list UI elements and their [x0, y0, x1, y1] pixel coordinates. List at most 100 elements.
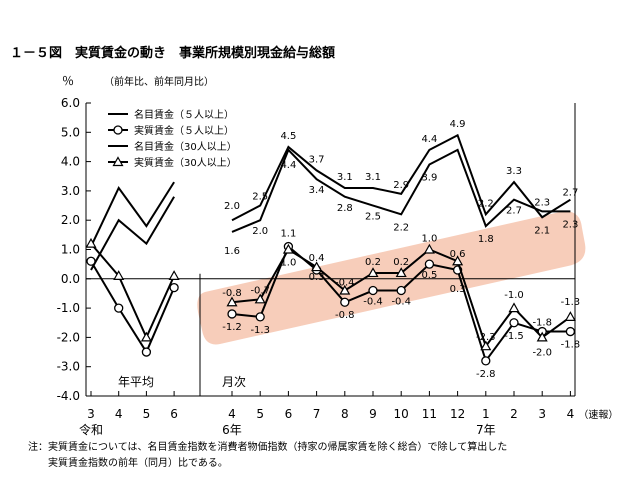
data-point-circle [227, 309, 237, 319]
data-point-circle [141, 347, 152, 357]
x-tick-label-annual: 6 [170, 407, 178, 421]
series-line-annual [90, 242, 176, 340]
x-tick-label-annual: 5 [143, 407, 151, 421]
data-label: 2.7 [562, 188, 578, 199]
data-point-triangle [452, 255, 464, 266]
data-point-circle [255, 312, 265, 322]
data-point-triangle [423, 243, 435, 254]
y-subtitle: （前年比、前年同月比） [104, 75, 214, 88]
data-label: 1.1 [280, 229, 296, 240]
data-label: 2.1 [534, 225, 550, 236]
data-point-triangle [395, 267, 407, 278]
data-point-triangle [536, 331, 548, 342]
x-tick-label-month: 12 [450, 407, 465, 421]
monthly-label: 月次 [222, 375, 246, 389]
data-label: 1.8 [478, 234, 494, 245]
data-label: 2.8 [337, 203, 353, 214]
data-label: 4.4 [280, 160, 296, 171]
series-4 [85, 237, 576, 351]
x-tick-label-month: 8 [341, 407, 349, 421]
data-label: -1.0 [504, 290, 524, 301]
x-tick-label-month: 1 [482, 407, 490, 421]
x-tick-label-month: 4 [228, 407, 236, 421]
data-label: -1.8 [532, 318, 552, 329]
data-label: 1.0 [421, 234, 437, 245]
note-line-1: 注：実質賃金については、名目賃金指数を消費者物価指数（持家の帰属家賃を除く総合）… [28, 440, 507, 453]
annual-average-label: 年平均 [118, 375, 154, 389]
data-label: 3.1 [365, 172, 381, 183]
x-preliminary-label: （速報） [578, 409, 618, 421]
legend: 名目賃金（５人以上） 実質賃金（５人以上） 名目賃金（30人以上） 実質賃金（30人以… [108, 108, 237, 169]
data-label: 3.3 [506, 166, 522, 177]
data-label: 0.2 [393, 257, 409, 268]
chart-title: １－５図 実質賃金の動き 事業所規模別現金給与総額 [10, 45, 335, 61]
y-tick-label: 1.0 [61, 243, 80, 257]
data-label: -2.3 [476, 332, 496, 343]
data-point-triangle [367, 267, 379, 278]
series-1 [90, 133, 571, 271]
x-tick-label-annual: 4 [115, 407, 123, 421]
data-label-layer: 2.0 1.6 2.5 2.0 4.5 4.4 3.7 3.4 3.1 2.8 3.1 2.5 2.9 2… [222, 119, 580, 380]
note-line-2: 実質賃金指数の前年（同月）比である。 [28, 456, 228, 469]
data-point-triangle [480, 340, 492, 351]
y-tick-label: 6.0 [61, 96, 80, 110]
data-point-circle [169, 282, 179, 293]
data-point-circle [481, 356, 491, 366]
data-label: 1.6 [224, 246, 240, 257]
data-point-triangle [140, 331, 152, 342]
data-label: 0.5 [421, 270, 437, 281]
series-layer [85, 133, 576, 366]
data-point-circle [368, 285, 378, 296]
data-point-triangle [112, 156, 124, 167]
data-label: 2.7 [506, 206, 522, 217]
data-point-triangle [254, 293, 266, 304]
data-label: -2.8 [476, 369, 496, 380]
x-tick-label-month: 3 [538, 407, 546, 421]
data-label: 1.0 [280, 258, 296, 269]
data-label: 0.6 [450, 249, 466, 260]
data-label: 2.0 [252, 226, 268, 237]
data-label: 2.3 [534, 197, 550, 208]
data-point-circle [396, 285, 406, 296]
data-label: 4.5 [280, 131, 296, 142]
data-label: 4.9 [450, 119, 466, 130]
y-tick-label: 5.0 [61, 125, 80, 139]
y-tick-label: 3.0 [61, 184, 80, 198]
data-label: 3.1 [337, 172, 353, 183]
data-label: -0.7 [250, 285, 270, 296]
data-label: -1.5 [504, 331, 524, 342]
y-tick-label: 2.0 [61, 213, 80, 227]
data-point-triangle [113, 270, 125, 280]
data-point-triangle [339, 284, 351, 295]
x-year-label-6: 6年 [222, 423, 242, 437]
data-label: 2.5 [252, 192, 268, 203]
data-label: 0.3 [450, 284, 466, 295]
data-point-circle [113, 125, 123, 135]
y-tick-label: -2.0 [57, 330, 80, 344]
data-point-circle [509, 318, 519, 328]
data-point-circle [565, 326, 576, 337]
data-label: -0.4 [363, 297, 383, 308]
data-point-circle [114, 303, 124, 313]
legend-entry: 名目賃金（５人以上） [134, 108, 234, 121]
data-label: -0.8 [335, 310, 355, 321]
data-point-triangle [226, 296, 238, 307]
x-tick-label-month: 7 [313, 407, 321, 421]
data-label: -1.8 [561, 340, 581, 351]
data-label: 2.2 [393, 222, 409, 233]
data-label: -2.0 [532, 347, 552, 358]
x-tick-label-month: 10 [394, 407, 409, 421]
y-tick-label: 0.0 [61, 272, 80, 286]
x-tick-label-month: 9 [369, 407, 377, 421]
x-tick-label-month: 4 [567, 407, 575, 421]
highlight-band-layer [197, 211, 586, 345]
x-year-label-7: 7年 [476, 423, 496, 437]
data-point-triangle [168, 270, 180, 280]
series-line-annual [90, 181, 175, 247]
data-point-circle [86, 256, 96, 266]
series-line-annual [90, 196, 175, 271]
data-point-triangle [564, 311, 576, 321]
data-label: 0.4 [309, 253, 325, 264]
series-line-monthly [231, 133, 571, 222]
